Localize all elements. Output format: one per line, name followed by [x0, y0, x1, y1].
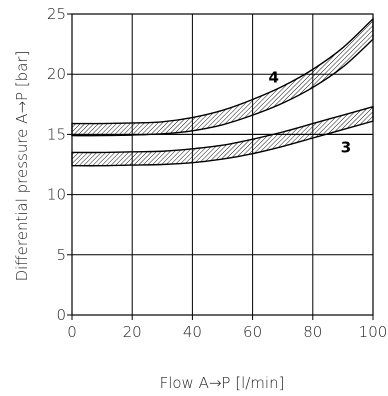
x-tick-label: 40	[183, 323, 202, 341]
x-tick-label: 20	[123, 323, 142, 341]
series-label-3: 3	[341, 138, 351, 156]
plot-frame	[71, 13, 374, 316]
y-axis-title: Differential pressure A→P [bar]	[13, 51, 31, 282]
x-tick-label: 0	[67, 323, 77, 341]
y-tick-label: 15	[47, 125, 66, 143]
series-bands	[71, 17, 374, 167]
series-band-4	[71, 17, 374, 137]
y-tick-label: 0	[56, 306, 66, 324]
series-label-4: 4	[268, 69, 278, 87]
y-tick-label: 5	[56, 246, 66, 264]
y-tick-label: 20	[47, 65, 66, 83]
x-tick-label: 60	[243, 323, 262, 341]
x-tick-label: 100	[359, 323, 388, 341]
x-axis-title: Flow A→P [l/min]	[160, 374, 285, 392]
x-tick-label: 80	[303, 323, 322, 341]
y-tick-label: 10	[47, 186, 66, 204]
axis-ticks: 0 20 40 60 80 100 0 5 10 15 20 25	[47, 5, 387, 341]
plot-border	[71, 13, 374, 316]
labels: 43	[268, 69, 351, 157]
y-tick-label: 25	[47, 5, 66, 23]
